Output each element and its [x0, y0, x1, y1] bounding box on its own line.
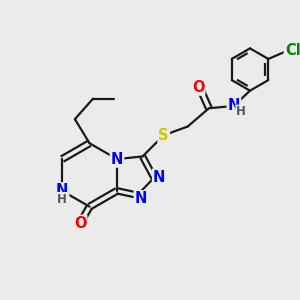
Text: O: O — [74, 216, 86, 231]
Text: N: N — [56, 183, 68, 198]
Text: N: N — [135, 191, 147, 206]
Text: N: N — [153, 169, 166, 184]
Text: N: N — [228, 98, 240, 113]
Text: H: H — [236, 105, 246, 118]
Text: O: O — [192, 80, 204, 94]
Text: N: N — [111, 152, 123, 166]
Text: Cl: Cl — [285, 43, 300, 58]
Text: S: S — [158, 128, 169, 143]
Text: H: H — [57, 193, 67, 206]
